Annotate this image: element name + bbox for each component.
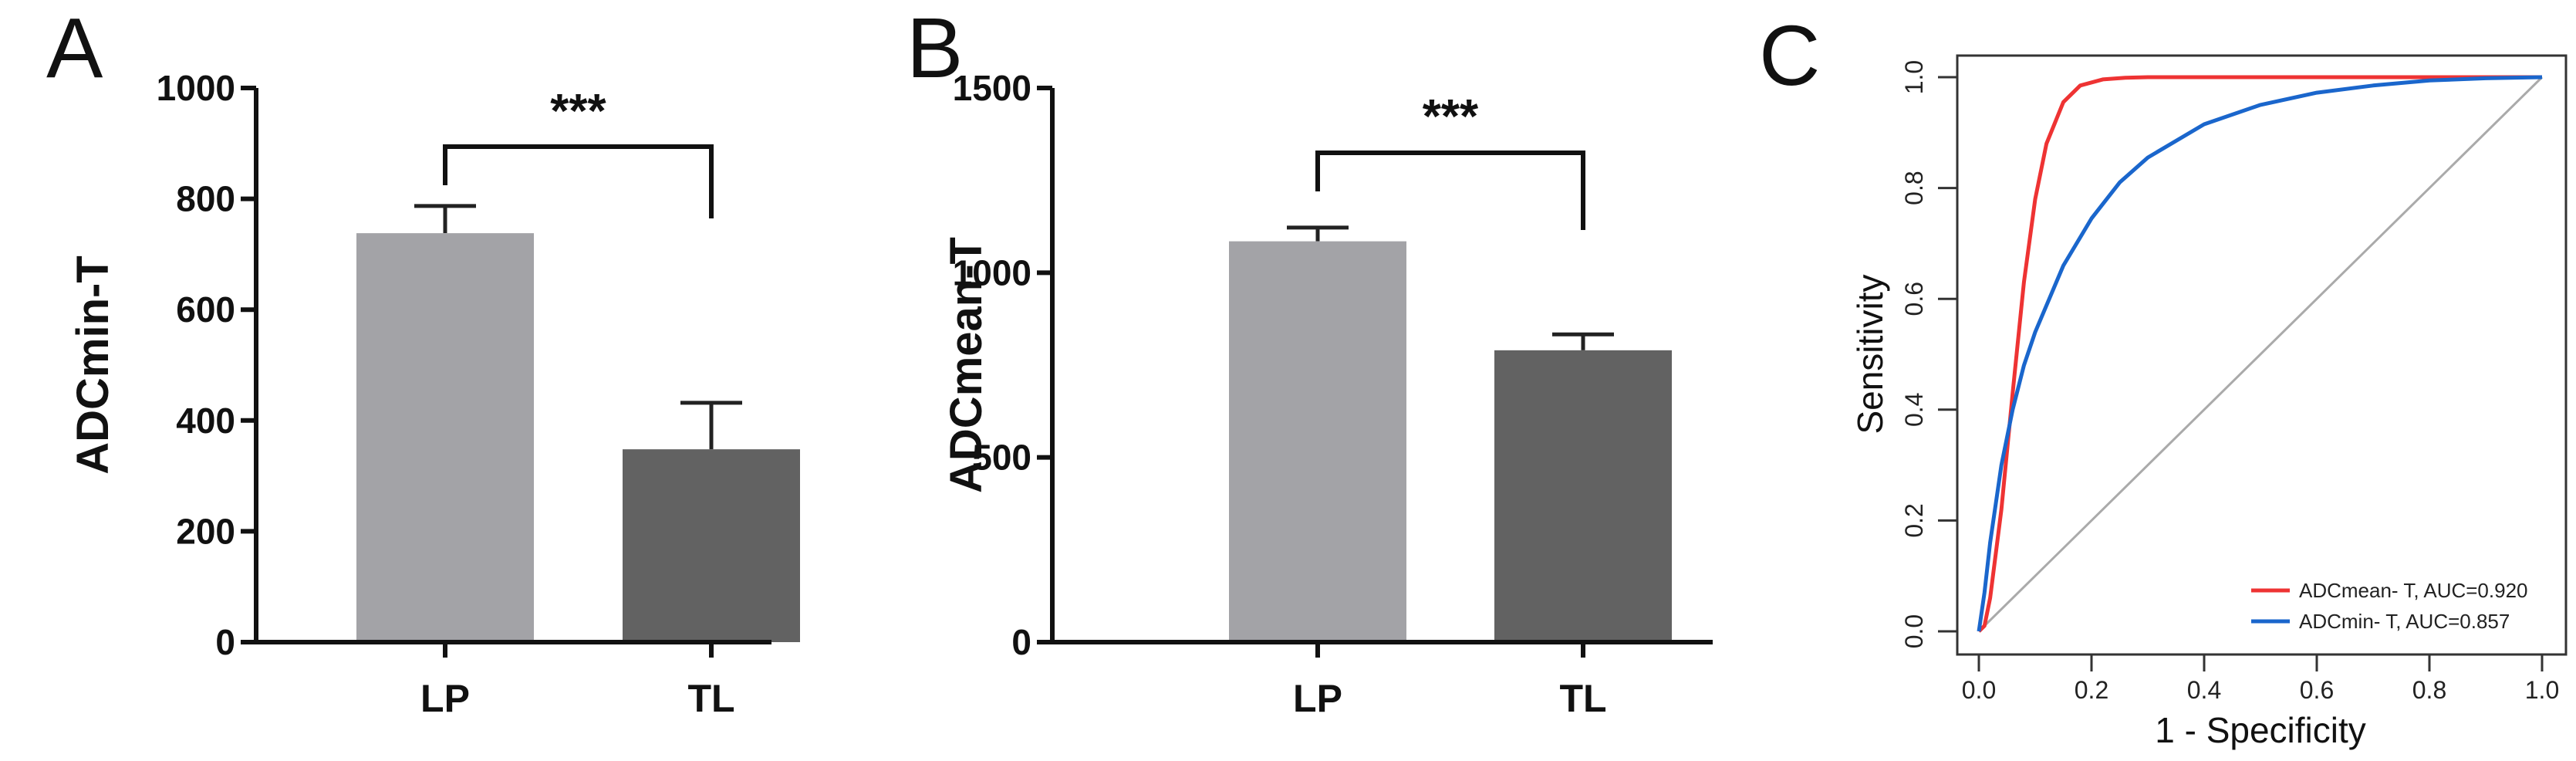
y-tick-label: 0.2 (1900, 503, 1928, 537)
y-tick-label: 800 (176, 179, 235, 219)
y-tick-label: 0.4 (1900, 393, 1928, 427)
bar-TL (1494, 350, 1672, 642)
panel-label: C (1759, 8, 1820, 103)
y-tick-label: 0 (1011, 622, 1031, 662)
plot-frame (1956, 54, 2568, 656)
y-axis-title: Sensitivity (1850, 274, 1890, 434)
y-tick-label: 1.0 (1900, 60, 1928, 94)
x-axis-title: 1 - Specificity (2155, 710, 2366, 750)
panel-label: A (46, 1, 103, 96)
significance-bracket (443, 144, 714, 218)
x-tick-label: 0.0 (1962, 676, 1996, 704)
bar-TL (623, 449, 800, 642)
y-tick-label: 0.8 (1900, 171, 1928, 205)
y-axis-title: ADCmin-T (68, 255, 118, 475)
bar-LP (356, 233, 534, 643)
legend-label-1: ADCmin- T, AUC=0.857 (2299, 610, 2510, 633)
x-tick-label: LP (1293, 677, 1342, 720)
roc-curve-series-0 (1977, 75, 2542, 633)
legend-label-0: ADCmean- T, AUC=0.920 (2299, 579, 2528, 602)
x-tick-label: 0.2 (2075, 676, 2108, 704)
panel-label: B (906, 1, 963, 96)
y-tick-label: 400 (176, 401, 235, 441)
x-tick-label: 0.6 (2300, 676, 2334, 704)
significance-label: *** (550, 85, 606, 138)
y-tick-label: 0 (215, 622, 235, 662)
y-tick-label: 1000 (157, 68, 235, 108)
y-tick-label: 1000 (953, 252, 1031, 293)
y-tick-label: 200 (176, 511, 235, 551)
reference-diagonal (1977, 76, 2544, 633)
bar-LP (1229, 241, 1406, 642)
significance-label: *** (1423, 90, 1479, 144)
y-tick-label: 1500 (953, 68, 1031, 108)
y-axis-title: ADCmean-T (941, 237, 991, 493)
x-tick-label: 0.4 (2187, 676, 2221, 704)
y-tick-label: 0.6 (1900, 282, 1928, 316)
x-tick-label: 0.8 (2412, 676, 2446, 704)
roc-curve-series-1 (1977, 75, 2543, 632)
y-tick-label: 600 (176, 289, 235, 330)
x-tick-label: TL (1559, 677, 1606, 720)
panel-C: C 0.0 0.2 0.4 0.6 0.8 1.0 0.0 0.2 0.4 0.6 0.8 1.0 1 -… (1759, 8, 2568, 750)
x-tick-label: TL (687, 677, 734, 720)
panel-A: A 0 200 400 600 800 1000 LP TL ADCmin-T *** (46, 1, 800, 720)
x-tick-label: LP (420, 677, 470, 720)
significance-bracket (1315, 151, 1585, 230)
y-tick-label: 500 (972, 438, 1031, 478)
panel-B: B 0 500 1000 1500 LP TL ADCmean-T *** (906, 1, 1713, 720)
x-tick-label: 1.0 (2525, 676, 2559, 704)
y-tick-label: 0.0 (1900, 614, 1928, 648)
